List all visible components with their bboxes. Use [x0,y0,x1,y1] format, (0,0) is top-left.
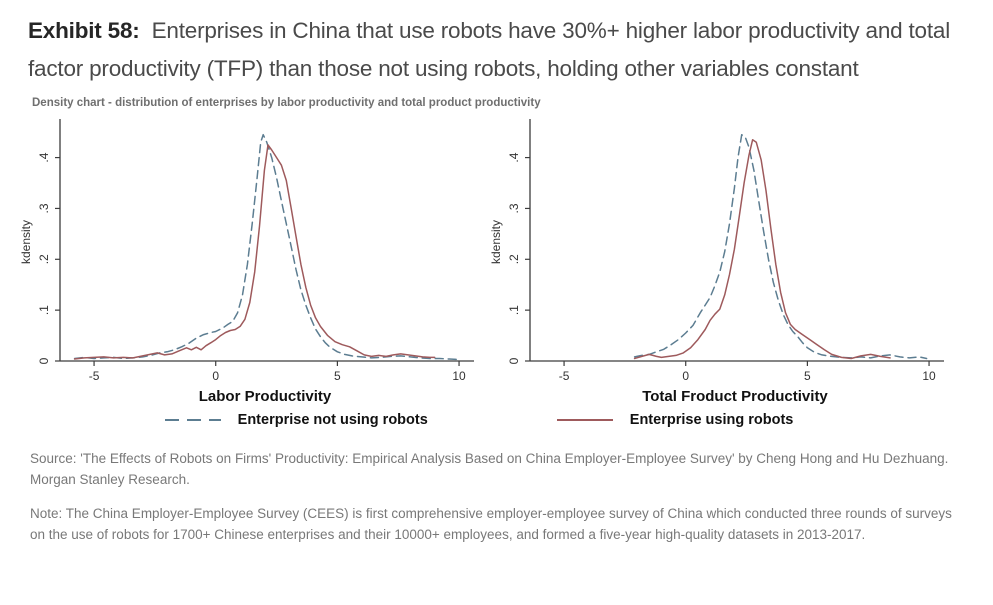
solid-line-sample-icon [556,419,613,421]
y-tick-label: .4 [37,152,51,162]
exhibit-title-text: Enterprises in China that use robots hav… [28,18,951,81]
density-curve-using-robots [633,139,891,360]
charts-row: -5 0 5 10 0 .1 .2 .3 .4 kdensity Labor Productivit… [14,111,969,406]
y-tick-label: .3 [507,203,521,213]
density-curve-using-robots [73,144,436,360]
exhibit-page: Exhibit 58: Enterprises in China that use… [0,12,969,542]
y-axis-title: kdensity [19,220,33,264]
y-tick-label: .3 [37,203,51,213]
x-axis-title: Labor Productivity [199,388,332,405]
axes: -5 0 5 10 0 .1 .2 .3 .4 [507,119,944,383]
x-tick-label: -5 [89,369,100,383]
chart-total-product-productivity: -5 0 5 10 0 .1 .2 .3 .4 kdensity Total Froduct Pro… [484,111,954,406]
y-tick-label: 0 [507,357,521,364]
x-tick-label: 5 [804,369,811,383]
axes: -5 0 5 10 0 .1 .2 .3 .4 [37,119,474,383]
exhibit-title: Exhibit 58: Enterprises in China that use… [28,12,966,88]
chart-legend: Enterprise not using robots Enterprise u… [0,412,969,428]
source-text: Source: 'The Effects of Robots on Firms'… [30,451,949,487]
note-text: Note: The China Employer-Employee Survey… [30,506,952,542]
chart-labor-productivity: -5 0 5 10 0 .1 .2 .3 .4 kdensity Labor Productivit… [14,111,484,406]
x-tick-label: 10 [452,369,466,383]
exhibit-number: Exhibit 58: [28,18,140,43]
density-curve-not-using-robots [633,133,928,360]
total-product-productivity-density-plot: -5 0 5 10 0 .1 .2 .3 .4 kdensity Total Froduct Pro… [489,119,944,405]
y-tick-label: .2 [37,254,51,264]
legend-label: Enterprise not using robots [237,412,428,428]
legend-item-using-robots: Enterprise using robots [556,412,794,428]
labor-productivity-density-plot: -5 0 5 10 0 .1 .2 .3 .4 kdensity Labor Productivit… [19,119,474,405]
legend-item-not-using-robots: Enterprise not using robots [164,412,428,428]
dashed-line-sample-icon [164,419,221,421]
x-tick-label: 10 [922,369,936,383]
x-tick-label: 0 [212,369,219,383]
y-tick-label: .1 [507,305,521,315]
y-tick-label: .1 [37,305,51,315]
x-tick-label: -5 [559,369,570,383]
y-tick-label: .4 [507,152,521,162]
x-tick-label: 5 [334,369,341,383]
y-tick-label: 0 [37,357,51,364]
chart-subtitle: Density chart - distribution of enterpri… [32,97,541,109]
legend-label: Enterprise using robots [629,412,794,428]
y-tick-label: .2 [507,254,521,264]
y-axis-title: kdensity [489,220,503,264]
density-curve-not-using-robots [73,133,460,361]
x-tick-label: 0 [682,369,689,383]
x-axis-title: Total Froduct Productivity [642,388,828,405]
